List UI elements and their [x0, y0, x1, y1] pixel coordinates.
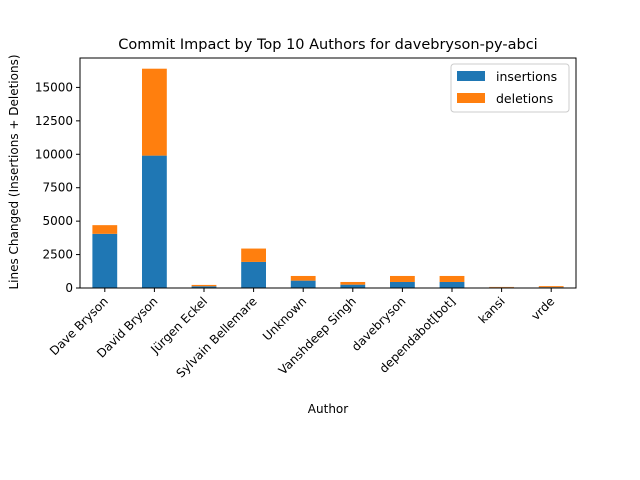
- legend-swatch-insertions: [457, 71, 485, 81]
- bar-insertions-7: [439, 281, 465, 288]
- y-tick-label: 0: [65, 281, 73, 295]
- x-axis-label: Author: [308, 402, 348, 416]
- legend-label-insertions: insertions: [496, 69, 557, 84]
- bar-deletions-0: [92, 225, 118, 234]
- bar-insertions-1: [142, 155, 167, 288]
- bar-insertions-4: [290, 280, 316, 288]
- plot-area: [79, 57, 577, 289]
- bar-insertions-5: [340, 284, 366, 288]
- bar-deletions-4: [290, 275, 316, 281]
- bar-deletions-1: [142, 68, 167, 156]
- y-tick-label: 15000: [35, 80, 73, 94]
- legend: insertions deletions: [450, 63, 570, 113]
- bar-deletions-9: [538, 286, 564, 288]
- axes-frame: [79, 57, 577, 289]
- bar-insertions-0: [92, 233, 118, 288]
- bar-deletions-5: [340, 281, 366, 285]
- y-axis-label: Lines Changed (Insertions + Deletions): [7, 54, 21, 289]
- y-tick-label: 2500: [42, 248, 73, 262]
- bar-insertions-2: [191, 286, 217, 288]
- legend-label-deletions: deletions: [496, 91, 553, 106]
- y-tick-label: 12500: [35, 114, 73, 128]
- y-tick-label: 10000: [35, 147, 73, 161]
- bar-deletions-3: [241, 248, 266, 262]
- bar-insertions-3: [241, 261, 266, 288]
- y-tick-label: 5000: [42, 214, 73, 228]
- legend-swatch-deletions: [457, 93, 485, 103]
- y-axis: 0 2500 5000 7500 10000 12500 15000: [35, 80, 80, 295]
- y-tick-label: 7500: [42, 181, 73, 195]
- bar-insertions-6: [390, 281, 415, 288]
- bar-deletions-7: [439, 275, 465, 282]
- chart-title: Commit Impact by Top 10 Authors for dave…: [118, 37, 537, 53]
- bar-deletions-6: [390, 275, 415, 282]
- bar-deletions-2: [191, 284, 217, 287]
